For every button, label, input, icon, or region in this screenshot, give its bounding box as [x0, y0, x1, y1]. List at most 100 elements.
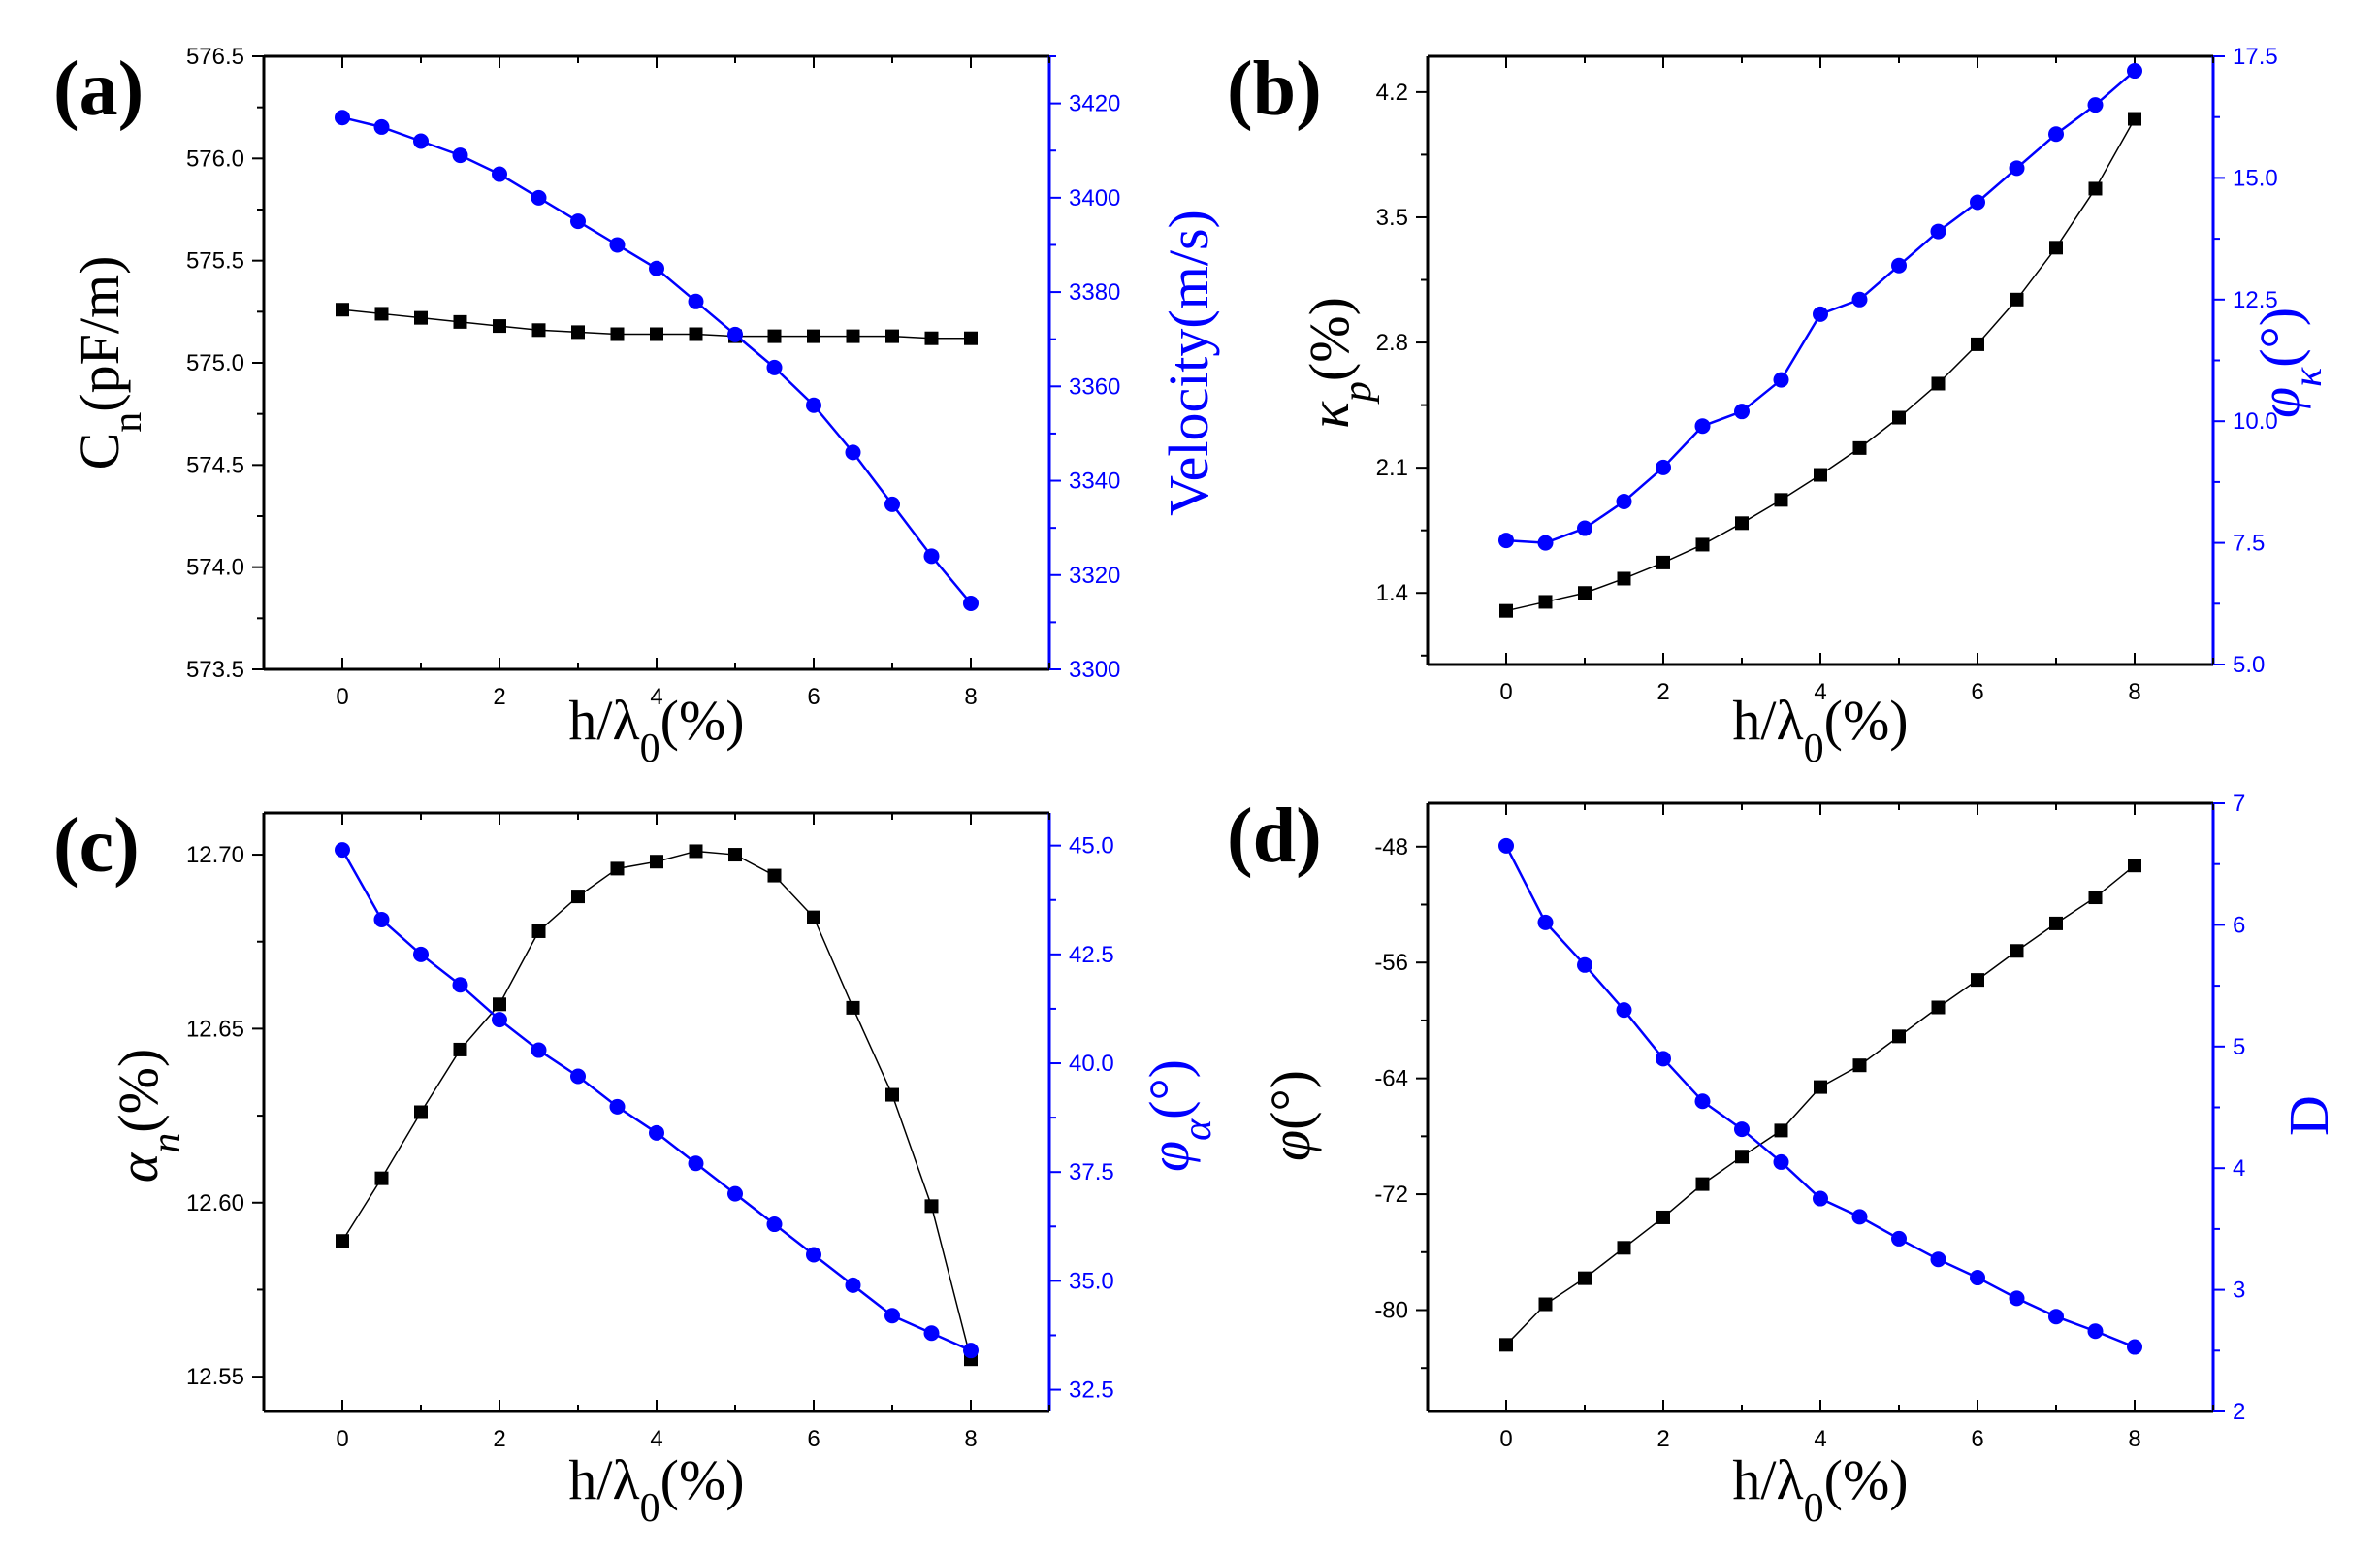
right-series-point	[727, 326, 743, 342]
right-series-point	[884, 496, 900, 512]
right-tick-label: 37.5	[1069, 1159, 1114, 1185]
x-tick-label: 2	[493, 1426, 505, 1452]
right-series-point	[1656, 1051, 1671, 1067]
left-tick-label: 3.5	[1376, 205, 1408, 231]
left-series-point	[1499, 1338, 1513, 1352]
left-series-point	[336, 303, 349, 317]
x-tick-label: 4	[650, 684, 662, 710]
right-series-point	[727, 1185, 743, 1202]
right-series-point	[1813, 306, 1828, 322]
x-tick-label: 8	[2128, 679, 2140, 705]
right-axis-label: φκ(°)	[2248, 308, 2331, 418]
right-series-point	[570, 1068, 586, 1085]
right-series-point	[963, 595, 979, 611]
left-series-point	[1617, 571, 1631, 586]
left-series-point	[1735, 516, 1749, 531]
right-series-point	[1970, 194, 1985, 211]
right-series-point	[1498, 533, 1514, 549]
right-series-point	[1891, 257, 1907, 274]
left-series-point	[885, 1087, 899, 1102]
left-series-point	[924, 1199, 939, 1214]
left-series-line	[1505, 864, 2136, 1345]
right-series-point	[766, 359, 783, 375]
x-tick-label: 2	[493, 684, 505, 710]
right-axis-label: Velocity(m/s)	[1157, 210, 1220, 516]
left-tick-label: 573.5	[186, 657, 244, 683]
left-series-line	[341, 850, 972, 1360]
right-series-point	[649, 260, 664, 276]
right-series-point	[452, 977, 468, 993]
left-series-point	[846, 1000, 860, 1015]
right-series-point	[688, 293, 704, 309]
left-series-point	[1892, 1029, 1906, 1044]
x-axis-label: h/λ0(%)	[1732, 1448, 1908, 1531]
right-series-point	[884, 1308, 900, 1324]
left-tick-label: 576.0	[186, 146, 244, 172]
right-series-point	[1773, 372, 1789, 388]
right-tick-label: 15.0	[2233, 165, 2278, 191]
x-tick-label: 0	[1499, 679, 1512, 705]
right-series-point	[531, 1042, 547, 1058]
left-series-point	[1656, 1210, 1670, 1224]
left-series-point	[728, 848, 742, 862]
right-axis-label: D	[2277, 1095, 2340, 1136]
left-series-point	[414, 310, 428, 325]
right-series-point	[766, 1216, 783, 1233]
left-series-point	[493, 997, 506, 1012]
left-series-point	[374, 307, 389, 321]
x-tick-label: 4	[1814, 1426, 1826, 1452]
right-tick-label: 12.5	[2233, 287, 2278, 313]
left-axis-label: Cn(pF/m)	[68, 256, 150, 470]
right-series-point	[2048, 1309, 2064, 1325]
left-series-point	[493, 319, 506, 334]
right-tick-label: 7.5	[2233, 531, 2265, 557]
left-series-point	[1578, 1271, 1592, 1285]
panel-c: 0 2 4 6 8 12.55 12.60 12.65 12.70 32.5 35.0 37.5 40.…	[53, 803, 1220, 1531]
right-series-point	[1773, 1153, 1789, 1170]
right-series-point	[335, 110, 350, 126]
right-series-point	[2009, 1290, 2025, 1307]
right-tick-label: 17.5	[2233, 44, 2278, 70]
x-tick-label: 8	[964, 684, 977, 710]
x-tick-label: 8	[2128, 1426, 2140, 1452]
right-tick-label: 3	[2233, 1278, 2245, 1304]
left-series-point	[2088, 181, 2103, 196]
right-series-point	[1577, 520, 1592, 536]
x-tick-label: 6	[807, 1426, 820, 1452]
left-series-point	[1892, 410, 1906, 425]
left-series-point	[2128, 859, 2141, 873]
left-series-point	[1695, 537, 1710, 552]
right-tick-label: 4	[2233, 1155, 2245, 1182]
x-tick-label: 8	[964, 1426, 977, 1452]
left-axis-label: κp(%)	[1298, 297, 1380, 429]
x-tick-label: 6	[1971, 679, 1983, 705]
left-tick-label: 4.2	[1376, 80, 1408, 106]
left-tick-label: 12.65	[186, 1016, 244, 1042]
right-tick-label: 6	[2233, 912, 2245, 938]
right-series-point	[845, 444, 861, 461]
left-series-point	[1578, 586, 1592, 600]
right-series-point	[492, 1012, 507, 1028]
left-series-point	[1695, 1177, 1710, 1191]
right-series-point	[1694, 418, 1711, 435]
right-tick-label: 5	[2233, 1034, 2245, 1060]
right-series-point	[1930, 1251, 1946, 1268]
left-series-point	[336, 1234, 349, 1248]
right-tick-label: 45.0	[1069, 833, 1114, 859]
right-series-point	[1891, 1230, 1907, 1247]
right-series-point	[2087, 1323, 2104, 1340]
right-series-point	[2087, 97, 2104, 113]
left-axis-label: φ(°)	[1259, 1070, 1322, 1161]
left-series-point	[1735, 1150, 1749, 1164]
right-series-line	[1504, 845, 2136, 1348]
left-series-point	[885, 329, 899, 343]
right-series-point	[688, 1155, 704, 1172]
right-series-point	[1970, 1270, 1985, 1286]
left-tick-label: 575.0	[186, 350, 244, 376]
x-axis-label: h/λ0(%)	[568, 689, 744, 771]
left-series-point	[571, 890, 585, 904]
left-series-point	[531, 323, 546, 338]
left-series-point	[2010, 292, 2024, 307]
left-tick-label: -48	[1374, 834, 1408, 860]
